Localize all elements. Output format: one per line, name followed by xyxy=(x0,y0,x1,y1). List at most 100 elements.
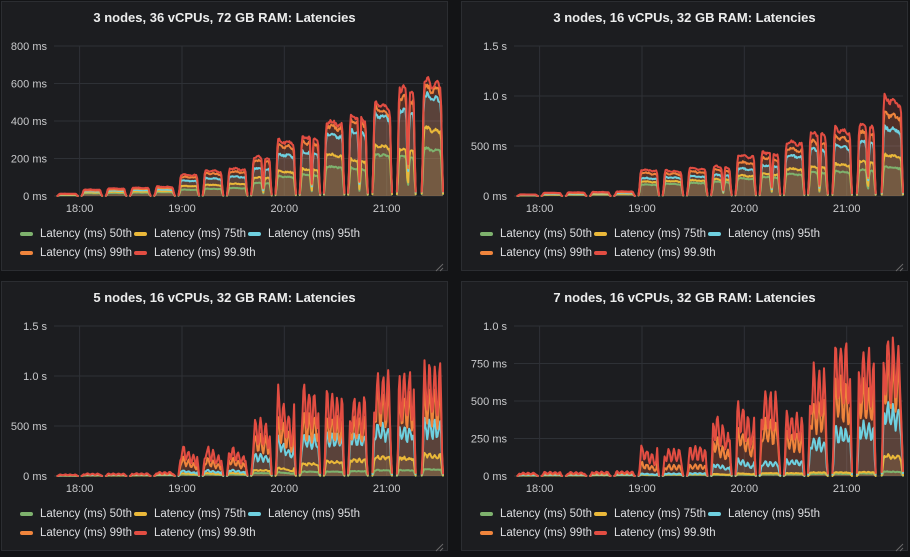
svg-text:200 ms: 200 ms xyxy=(11,154,48,166)
legend-color-dash-icon xyxy=(480,250,493,255)
legend-item-p50[interactable]: Latency (ms) 50th xyxy=(480,224,594,243)
svg-text:500 ms: 500 ms xyxy=(471,396,508,408)
legend-item-label: Latency (ms) 99th xyxy=(500,246,593,259)
legend-item-label: Latency (ms) 99th xyxy=(40,246,133,259)
latency-chart[interactable]: 0 ms 250 ms 500 ms 750 ms 1.0 s 18:00 19:00 20:… xyxy=(462,308,907,500)
chart-legend: Latency (ms) 50th Latency (ms) 75th Latenc… xyxy=(2,224,447,262)
panel-resize-handle-icon[interactable] xyxy=(895,259,904,272)
legend-item-p99[interactable]: Latency (ms) 99th xyxy=(20,243,134,262)
panel-title[interactable]: 7 nodes, 16 vCPUs, 32 GB RAM: Latencies xyxy=(553,290,816,305)
legend-item-label: Latency (ms) 50th xyxy=(40,227,133,240)
legend-item-p99[interactable]: Latency (ms) 99th xyxy=(480,523,594,542)
legend-color-dash-icon xyxy=(134,511,147,516)
legend-item-label: Latency (ms) 95th xyxy=(268,227,361,240)
svg-text:1.5 s: 1.5 s xyxy=(483,41,507,53)
latency-chart[interactable]: 0 ms 200 ms 400 ms 600 ms 800 ms 18:00 19:00 20… xyxy=(2,28,447,220)
panel-title[interactable]: 5 nodes, 16 vCPUs, 32 GB RAM: Latencies xyxy=(93,290,356,305)
latency-chart[interactable]: 0 ms 500 ms 1.0 s 1.5 s 18:00 19:00 20:00 21:00 xyxy=(2,308,447,500)
legend-color-dash-icon xyxy=(480,511,493,516)
legend-item-p75[interactable]: Latency (ms) 75th xyxy=(134,504,248,523)
svg-text:600 ms: 600 ms xyxy=(11,79,48,91)
legend-item-p95[interactable]: Latency (ms) 95th xyxy=(248,504,362,523)
svg-text:21:00: 21:00 xyxy=(373,203,401,215)
legend-item-label: Latency (ms) 75th xyxy=(154,227,247,240)
legend-item-label: Latency (ms) 99.9th xyxy=(154,526,256,539)
panel-resize-handle-icon[interactable] xyxy=(435,259,444,272)
svg-text:18:00: 18:00 xyxy=(66,203,94,215)
panel-3nodes-16vcpu: 3 nodes, 16 vCPUs, 32 GB RAM: Latencies … xyxy=(461,1,908,272)
svg-text:1.5 s: 1.5 s xyxy=(23,321,47,333)
svg-text:250 ms: 250 ms xyxy=(471,434,508,446)
legend-color-dash-icon xyxy=(594,231,607,236)
legend-color-dash-icon xyxy=(480,231,493,236)
legend-item-p999[interactable]: Latency (ms) 99.9th xyxy=(594,243,716,262)
legend-item-p75[interactable]: Latency (ms) 75th xyxy=(594,504,708,523)
legend-color-dash-icon xyxy=(248,231,261,236)
svg-text:500 ms: 500 ms xyxy=(471,141,508,153)
svg-text:1.0 s: 1.0 s xyxy=(23,371,47,383)
legend-item-label: Latency (ms) 50th xyxy=(40,507,133,520)
legend-color-dash-icon xyxy=(20,250,33,255)
legend-color-dash-icon xyxy=(134,250,147,255)
legend-item-label: Latency (ms) 75th xyxy=(614,507,707,520)
svg-text:19:00: 19:00 xyxy=(628,483,656,495)
panel-resize-handle-icon[interactable] xyxy=(895,539,904,552)
legend-color-dash-icon xyxy=(594,250,607,255)
legend-item-label: Latency (ms) 99.9th xyxy=(614,246,716,259)
legend-item-label: Latency (ms) 95th xyxy=(268,507,361,520)
legend-item-label: Latency (ms) 75th xyxy=(614,227,707,240)
legend-item-label: Latency (ms) 99th xyxy=(500,526,593,539)
legend-item-label: Latency (ms) 50th xyxy=(500,227,593,240)
legend-color-dash-icon xyxy=(248,511,261,516)
legend-color-dash-icon xyxy=(20,511,33,516)
legend-item-p99[interactable]: Latency (ms) 99th xyxy=(20,523,134,542)
legend-item-label: Latency (ms) 75th xyxy=(154,507,247,520)
svg-text:21:00: 21:00 xyxy=(373,483,401,495)
legend-item-p999[interactable]: Latency (ms) 99.9th xyxy=(134,523,256,542)
svg-text:800 ms: 800 ms xyxy=(11,41,48,53)
chart-legend: Latency (ms) 50th Latency (ms) 75th Latenc… xyxy=(2,504,447,542)
legend-color-dash-icon xyxy=(20,231,33,236)
panel-resize-handle-icon[interactable] xyxy=(435,539,444,552)
legend-item-label: Latency (ms) 99.9th xyxy=(154,246,256,259)
legend-color-dash-icon xyxy=(708,231,721,236)
legend-item-p75[interactable]: Latency (ms) 75th xyxy=(134,224,248,243)
svg-text:400 ms: 400 ms xyxy=(11,116,48,128)
svg-text:19:00: 19:00 xyxy=(628,203,656,215)
legend-item-label: Latency (ms) 50th xyxy=(500,507,593,520)
legend-item-p95[interactable]: Latency (ms) 95th xyxy=(708,224,822,243)
legend-item-p95[interactable]: Latency (ms) 95th xyxy=(248,224,362,243)
legend-item-p50[interactable]: Latency (ms) 50th xyxy=(20,224,134,243)
latency-chart[interactable]: 0 ms 500 ms 1.0 s 1.5 s 18:00 19:00 20:00 21:00 xyxy=(462,28,907,220)
panel-3nodes-36vcpu: 3 nodes, 36 vCPUs, 72 GB RAM: Latencies … xyxy=(1,1,448,272)
svg-text:18:00: 18:00 xyxy=(526,203,554,215)
svg-text:20:00: 20:00 xyxy=(271,483,299,495)
legend-item-label: Latency (ms) 99th xyxy=(40,526,133,539)
svg-text:500 ms: 500 ms xyxy=(11,421,48,433)
legend-color-dash-icon xyxy=(480,530,493,535)
legend-item-p50[interactable]: Latency (ms) 50th xyxy=(20,504,134,523)
legend-item-p999[interactable]: Latency (ms) 99.9th xyxy=(594,523,716,542)
svg-text:750 ms: 750 ms xyxy=(471,359,508,371)
legend-item-p50[interactable]: Latency (ms) 50th xyxy=(480,504,594,523)
svg-text:18:00: 18:00 xyxy=(66,483,94,495)
legend-item-p999[interactable]: Latency (ms) 99.9th xyxy=(134,243,256,262)
legend-item-label: Latency (ms) 95th xyxy=(728,227,821,240)
svg-text:1.0 s: 1.0 s xyxy=(483,91,507,103)
panel-title[interactable]: 3 nodes, 16 vCPUs, 32 GB RAM: Latencies xyxy=(553,10,816,25)
legend-item-p75[interactable]: Latency (ms) 75th xyxy=(594,224,708,243)
svg-text:20:00: 20:00 xyxy=(271,203,299,215)
legend-item-label: Latency (ms) 95th xyxy=(728,507,821,520)
svg-text:0 ms: 0 ms xyxy=(23,191,47,203)
svg-text:0 ms: 0 ms xyxy=(483,191,507,203)
legend-item-label: Latency (ms) 99.9th xyxy=(614,526,716,539)
svg-text:19:00: 19:00 xyxy=(168,203,196,215)
svg-text:18:00: 18:00 xyxy=(526,483,554,495)
chart-legend: Latency (ms) 50th Latency (ms) 75th Latenc… xyxy=(462,224,907,262)
legend-item-p99[interactable]: Latency (ms) 99th xyxy=(480,243,594,262)
panel-title[interactable]: 3 nodes, 36 vCPUs, 72 GB RAM: Latencies xyxy=(93,10,356,25)
legend-item-p95[interactable]: Latency (ms) 95th xyxy=(708,504,822,523)
svg-text:0 ms: 0 ms xyxy=(23,471,47,483)
chart-legend: Latency (ms) 50th Latency (ms) 75th Latenc… xyxy=(462,504,907,542)
